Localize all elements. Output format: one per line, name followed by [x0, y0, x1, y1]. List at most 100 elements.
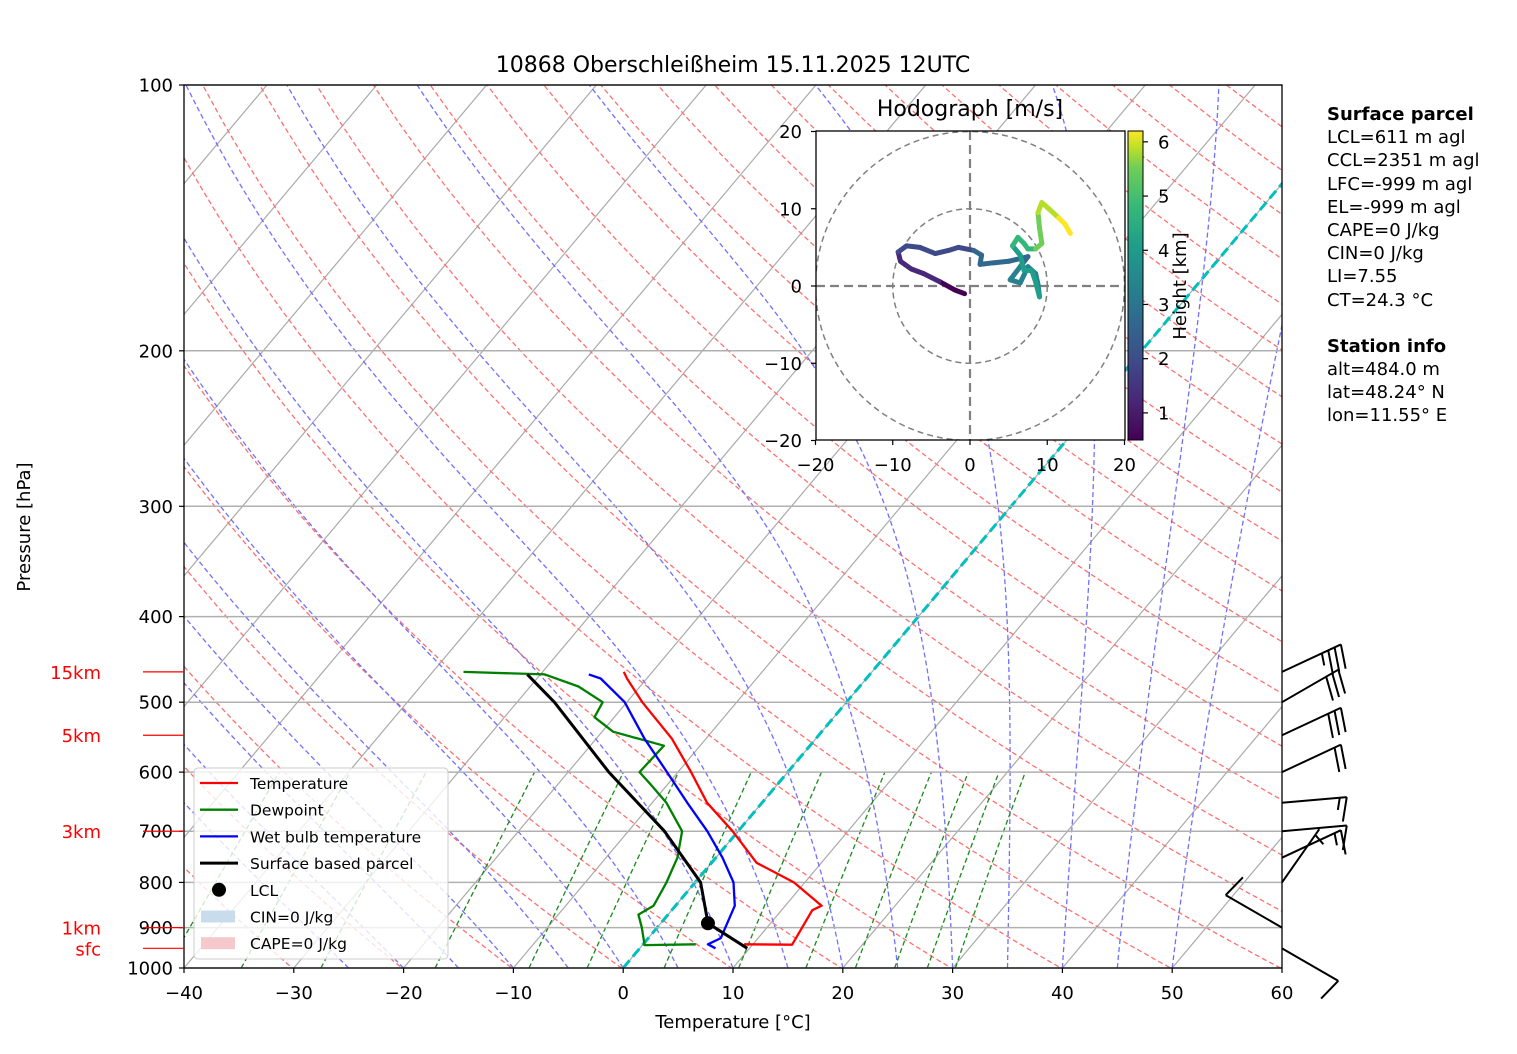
height-marker-label: 5km [62, 726, 101, 747]
barb-feather [1327, 650, 1334, 675]
hodograph-x-tick-label: 0 [964, 455, 975, 476]
colorbar-tick-label: 4 [1158, 241, 1169, 262]
barb-feather [1339, 644, 1347, 669]
hodograph-segment [936, 278, 958, 293]
hodograph-y-tick-label: 0 [791, 277, 802, 298]
dry-adiabat-line [543, 85, 1282, 695]
hodograph-segment [917, 244, 938, 257]
isotherm-line [184, 85, 487, 447]
x-tick-label: 30 [941, 983, 964, 1004]
y-tick-label: 600 [139, 763, 173, 784]
colorbar-tick-label: 3 [1158, 295, 1169, 316]
hodograph-segment [955, 244, 977, 253]
moist-adiabat-line [184, 615, 514, 968]
mixing-ratio-line [893, 771, 969, 968]
hodograph-segment [921, 271, 942, 284]
legend: Temperature Dewpoint Wet bulb temperature S… [193, 767, 449, 960]
isotherm-line [184, 85, 378, 316]
surface-line: CCL=2351 m agl [1327, 150, 1480, 172]
y-tick-label: 300 [139, 497, 173, 518]
wind-barb [1281, 828, 1325, 884]
barb-feather [1333, 710, 1341, 736]
x-tick-label: 10 [722, 983, 745, 1004]
colorbar [1127, 130, 1144, 441]
legend-swatch [201, 910, 235, 923]
y-tick-label: 700 [139, 822, 173, 843]
station-line: alt=484.0 m [1327, 359, 1440, 381]
mixing-ratio-line [434, 771, 536, 968]
barb-feather [1320, 653, 1326, 666]
hodograph-y-tick-label: −20 [764, 431, 802, 452]
x-tick-label: 60 [1271, 983, 1294, 1004]
colorbar-label: Height [km] [1170, 232, 1191, 339]
barb-staff [1281, 947, 1339, 982]
zero-isotherm-line [622, 181, 1282, 968]
wind-barb [1281, 743, 1347, 774]
wind-barbs [1224, 643, 1348, 1000]
info-panel: Surface parcel LCL=611 m agl CCL=2351 m … [1327, 103, 1480, 428]
surface-parcel-title: Surface parcel [1327, 104, 1474, 125]
y-axis-label: Pressure [hPa] [14, 462, 35, 591]
x-tick-label: −30 [275, 983, 313, 1004]
isotherm-line [951, 574, 1282, 968]
moist-adiabat-line [286, 85, 844, 968]
colorbar-tick-label: 1 [1158, 403, 1169, 424]
isotherm-line [1061, 705, 1282, 968]
moist-adiabat-line [185, 85, 789, 968]
barb-feather [1333, 832, 1338, 846]
wind-barb [1281, 829, 1347, 859]
y-axis-ticks: 100 200 300 400 500 600 700 800 900 1000 [127, 76, 184, 980]
height-marker-label: sfc [75, 939, 101, 960]
x-axis-label: Temperature [°C] [654, 1012, 810, 1033]
moist-adiabat-line [1171, 322, 1282, 968]
wind-barb [1281, 947, 1340, 1000]
station-info-title: Station info [1327, 335, 1447, 357]
station-line: lat=48.24° N [1327, 382, 1445, 404]
x-tick-label: −10 [494, 983, 532, 1004]
surface-line: LCL=611 m agl [1327, 127, 1466, 149]
legend-label: Dewpoint [250, 802, 324, 820]
dry-adiabat-line [184, 665, 513, 968]
y-tick-label: 1000 [127, 959, 173, 980]
barb-feather [1339, 707, 1347, 733]
mixing-ratio-line [805, 771, 886, 968]
dry-adiabat-line [259, 85, 1282, 968]
height-marker-label: 1km [62, 919, 101, 940]
barb-feather [1333, 747, 1341, 773]
isotherm-line [184, 85, 817, 839]
barb-staff [1281, 829, 1342, 859]
barb-feather [1333, 647, 1341, 672]
dry-adiabat-line [202, 85, 1172, 968]
moist-adiabat-line [184, 457, 624, 968]
x-tick-label: −20 [385, 983, 423, 1004]
hodograph-x-tick-label: 10 [1036, 455, 1059, 476]
y-tick-label: 100 [139, 76, 173, 97]
wind-barb [1281, 643, 1347, 675]
dry-adiabat-line [184, 156, 1063, 968]
hodograph-y-tick-label: 10 [779, 199, 802, 220]
mixing-ratio-line [528, 771, 625, 968]
barb-staff [1281, 668, 1339, 704]
hodograph-segment [1033, 279, 1043, 300]
barb-staff [1281, 828, 1321, 884]
mixing-ratio-line [737, 771, 823, 968]
dry-adiabat-line [184, 262, 953, 968]
height-marker-label: 15km [50, 663, 101, 684]
mixing-ratio-line [663, 771, 752, 968]
mixing-ratio-line [586, 771, 680, 968]
dry-adiabat-line [486, 85, 1282, 747]
dry-adiabat-line [714, 85, 1282, 542]
isotherm-line [184, 85, 597, 577]
barb-feather [1339, 830, 1347, 855]
barb-feather [1341, 796, 1348, 822]
barb-feather [1327, 713, 1334, 739]
legend-label: Wet bulb temperature [250, 828, 421, 846]
barb-feather [1339, 744, 1347, 770]
colorbar-tick-label: 2 [1158, 349, 1169, 370]
y-tick-label: 400 [139, 607, 173, 628]
surface-line: EL=-999 m agl [1327, 196, 1461, 218]
mixing-ratio-line [954, 771, 1026, 968]
profiles [463, 670, 823, 950]
profile-dewpoint [463, 670, 696, 947]
isotherm-line [184, 85, 707, 708]
